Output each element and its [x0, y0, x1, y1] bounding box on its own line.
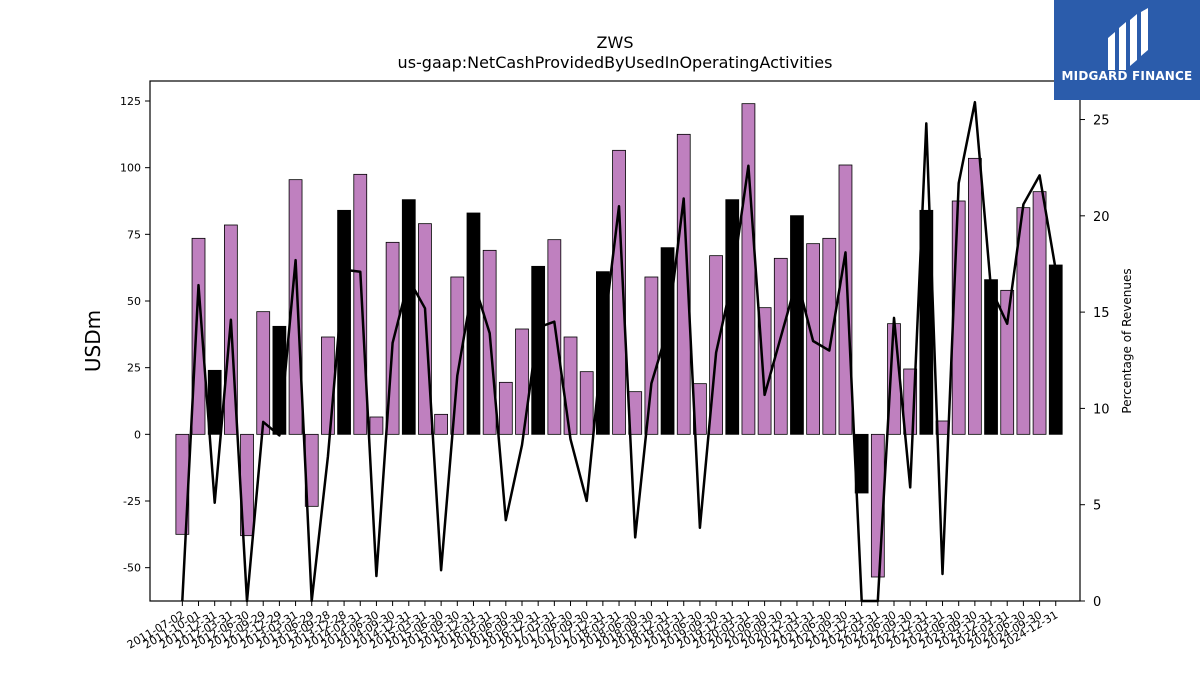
y-tick-label: -50 — [123, 562, 141, 575]
bar-2018-09-30 — [644, 276, 659, 435]
bar-2020-03-31 — [741, 103, 756, 435]
chart-title: ZWS — [597, 33, 634, 52]
bar-2017-03-31 — [547, 239, 562, 435]
logo-text: MIDGARD FINANCE — [1061, 69, 1193, 83]
midgard-logo-icon — [1108, 8, 1148, 70]
bar-2016-06-30 — [498, 381, 513, 435]
bar-2015-09-30 — [450, 276, 465, 435]
bar-2024-12-31 — [1048, 264, 1063, 435]
y2-tick-label: 20 — [1093, 210, 1110, 225]
y-tick-label: 50 — [127, 295, 141, 308]
bar-2021-06-30 — [822, 237, 837, 435]
bar-2020-12-31 — [790, 215, 804, 435]
bar-2018-03-31 — [612, 149, 626, 435]
y-tick-label: 0 — [134, 428, 141, 441]
bar-2017-06-30 — [563, 336, 578, 435]
bar-2012-09-29 — [256, 311, 271, 435]
pct-revenue-line — [181, 100, 1057, 603]
y-tick-label: 125 — [120, 95, 141, 108]
bar-2019-12-31 — [725, 199, 740, 435]
y-tick-label: 100 — [120, 162, 141, 175]
y-axis-label: USDm — [81, 310, 105, 372]
bar-2014-03-31 — [353, 173, 368, 435]
bar-2013-03-31 — [288, 179, 303, 435]
bar-2011-12-31 — [207, 369, 222, 435]
bar-2017-09-30 — [579, 371, 594, 435]
y2-tick-label: 0 — [1093, 595, 1101, 610]
bar-2023-09-30 — [968, 157, 982, 435]
y2-tick-label: 15 — [1093, 306, 1110, 321]
axes-group: -50-25025507510012505101520252011-07-022… — [120, 80, 1110, 652]
bar-2014-12-31 — [401, 199, 416, 435]
y2-tick-label: 5 — [1093, 499, 1101, 514]
y2-tick-label: 10 — [1093, 402, 1110, 417]
bar-2021-09-30 — [838, 164, 853, 435]
y-tick-label: 25 — [127, 362, 141, 375]
bar-2016-12-31 — [531, 265, 546, 435]
logo: MIDGARD FINANCE — [1054, 0, 1200, 100]
bar-2013-12-28 — [337, 209, 351, 435]
y-tick-label: 75 — [127, 228, 141, 241]
line-group — [181, 100, 1057, 603]
y-tick-label: -25 — [123, 495, 141, 508]
bar-2016-09-30 — [515, 328, 529, 435]
bar-2015-06-30 — [434, 413, 448, 435]
bar-2024-03-31 — [1000, 289, 1015, 435]
bar-2023-12-31 — [984, 279, 998, 435]
bar-2020-09-30 — [773, 257, 788, 435]
bar-2011-10-01 — [191, 237, 206, 435]
chart-subtitle: us-gaap:NetCashProvidedByUsedInOperating… — [398, 53, 833, 72]
bar-2014-06-30 — [369, 416, 384, 435]
plot-frame — [149, 80, 1081, 602]
bar-2024-09-30 — [1032, 191, 1047, 435]
bar-2015-03-31 — [418, 223, 432, 435]
y2-tick-label: 25 — [1093, 114, 1110, 129]
y2-axis-label: Percentage of Revenues — [1120, 268, 1134, 413]
bar-2015-12-31 — [466, 212, 481, 435]
bar-2013-09-28 — [321, 336, 335, 435]
bar-2019-03-31 — [676, 133, 691, 435]
bars-group — [175, 103, 1063, 578]
